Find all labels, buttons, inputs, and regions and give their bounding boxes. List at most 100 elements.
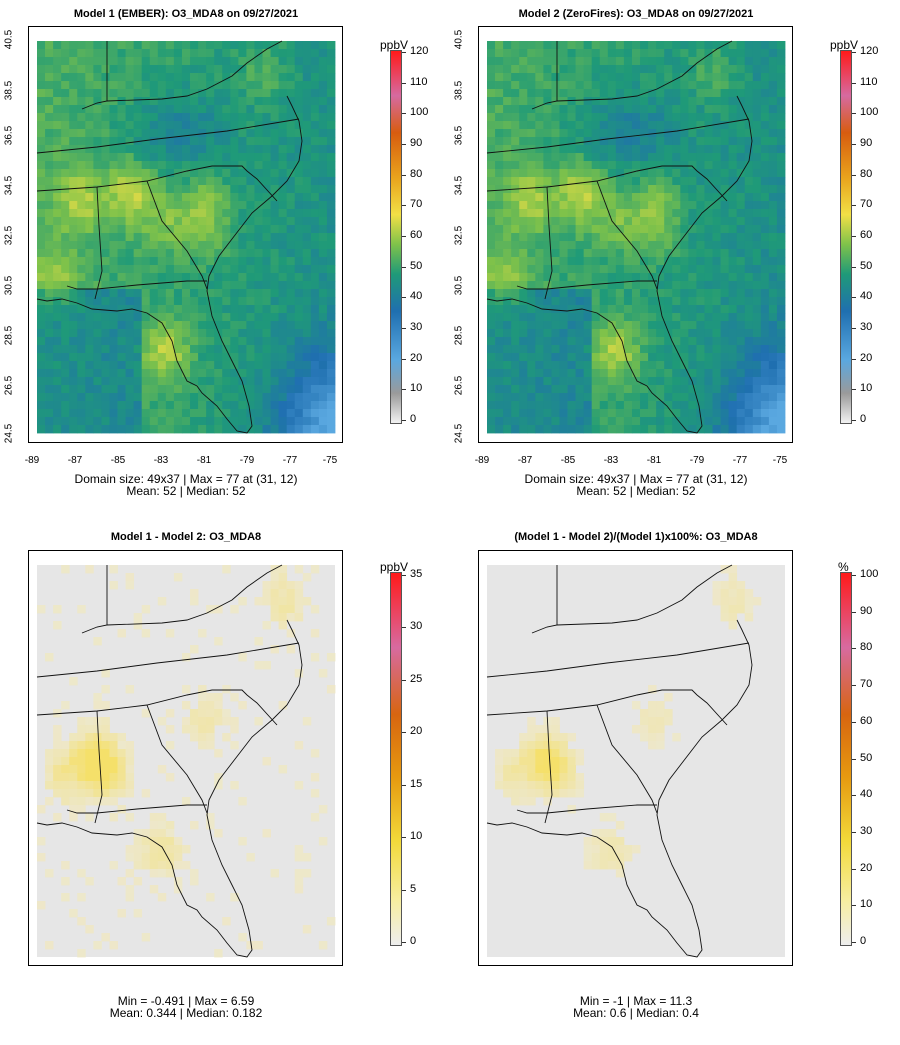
colorbar-tick-label: 100 bbox=[410, 106, 429, 119]
colorbar-tick-label: 60 bbox=[860, 229, 873, 241]
colorbar-tick-label: 110 bbox=[410, 75, 428, 88]
colorbar-tickmark bbox=[852, 389, 856, 391]
panel-title: Model 1 (EMBER): O3_MDA8 on 09/27/2021 bbox=[73, 8, 299, 20]
x-tick: -75 bbox=[772, 455, 788, 466]
colorbar-tickmark bbox=[402, 297, 406, 299]
colorbar-tickmark bbox=[402, 266, 406, 268]
panel-title: (Model 1 - Model 2)/(Model 1)x100%: O3_M… bbox=[514, 531, 758, 543]
colorbar-tick-label: 5 bbox=[410, 882, 417, 895]
y-tick: 24.5 bbox=[3, 423, 15, 444]
colorbar-tick-label: 80 bbox=[860, 641, 873, 654]
colorbar-tick-label: 10 bbox=[860, 382, 873, 395]
colorbar-tickmark bbox=[402, 732, 406, 734]
y-tick: 32.5 bbox=[453, 225, 465, 246]
colorbar-tickmark bbox=[852, 721, 856, 723]
colorbar-tickmark bbox=[402, 679, 406, 681]
colorbar-tick-label: 60 bbox=[410, 229, 423, 241]
colorbar-tickmark bbox=[402, 389, 406, 391]
colorbar-tick-label: 90 bbox=[410, 137, 423, 149]
panel-title: Model 2 (ZeroFires): O3_MDA8 on 09/27/20… bbox=[518, 8, 754, 20]
colorbar-tickmark bbox=[852, 297, 856, 299]
colorbar-tick-label: 30 bbox=[410, 321, 423, 333]
panel-title: Model 1 - Model 2: O3_MDA8 bbox=[110, 531, 262, 543]
colorbar-gradient bbox=[390, 50, 402, 424]
colorbar-tickmark bbox=[852, 236, 856, 237]
x-tick: -79 bbox=[689, 455, 705, 466]
colorbar-tick-label: 20 bbox=[860, 861, 873, 874]
colorbar-unit: ppbV bbox=[380, 560, 409, 574]
colorbar-tick-label: 10 bbox=[410, 830, 423, 843]
colorbar-tickmark bbox=[852, 52, 856, 53]
colorbar-tickmark bbox=[402, 942, 406, 943]
y-tick: 28.5 bbox=[3, 325, 15, 346]
y-tick: 40.5 bbox=[453, 29, 465, 50]
colorbar-tick-label: 20 bbox=[410, 725, 423, 738]
colorbar-tickmark bbox=[852, 942, 856, 943]
colorbar-tickmark bbox=[402, 627, 406, 629]
y-tick: 32.5 bbox=[3, 225, 15, 246]
colorbar-tickmark bbox=[852, 685, 856, 687]
colorbar-tickmark bbox=[402, 205, 406, 207]
colorbar-tick-label: 35 bbox=[410, 568, 423, 580]
colorbar-tickmark bbox=[402, 236, 406, 237]
stat-line-1: Min = -0.491 | Max = 6.59 bbox=[117, 994, 255, 1008]
colorbar-tick-label: 50 bbox=[410, 259, 423, 272]
colorbar-tick-label: 15 bbox=[410, 777, 423, 790]
colorbar-unit: ppbV bbox=[380, 38, 409, 52]
colorbar-tick-label: 100 bbox=[860, 106, 879, 119]
stat-line-2: Mean: 0.6 | Median: 0.4 bbox=[573, 1006, 699, 1020]
colorbar-tick-label: 10 bbox=[860, 898, 873, 911]
colorbar-tickmark bbox=[402, 420, 406, 421]
map-frame bbox=[28, 26, 343, 443]
colorbar-tickmark bbox=[852, 358, 856, 360]
colorbar-gradient bbox=[840, 50, 852, 424]
colorbar-tick-label: 110 bbox=[860, 75, 878, 88]
x-tick: -85 bbox=[560, 455, 576, 466]
colorbar-tickmark bbox=[402, 889, 406, 891]
colorbar-tick-label: 40 bbox=[860, 290, 873, 303]
colorbar-tickmark bbox=[402, 82, 406, 84]
colorbar-tickmark bbox=[402, 837, 406, 839]
colorbar-tick-label: 70 bbox=[860, 198, 873, 211]
colorbar-tickmark bbox=[852, 113, 856, 115]
colorbar-tick-label: 50 bbox=[860, 259, 873, 272]
colorbar-tickmark bbox=[852, 648, 856, 650]
colorbar-tick-label: 100 bbox=[860, 568, 879, 580]
colorbar-tick-label: 30 bbox=[860, 321, 873, 333]
x-tick: -89 bbox=[474, 455, 490, 466]
colorbar-tick-label: 90 bbox=[860, 137, 873, 149]
colorbar-tick-label: 40 bbox=[410, 290, 423, 303]
colorbar-tickmark bbox=[402, 784, 406, 786]
colorbar-gradient bbox=[840, 572, 852, 946]
colorbar-tickmark bbox=[852, 266, 856, 268]
colorbar-tick-label: 25 bbox=[410, 672, 423, 685]
colorbar-tick-label: 0 bbox=[860, 935, 867, 947]
colorbar-unit: ppbV bbox=[830, 38, 859, 52]
y-tick: 34.5 bbox=[453, 175, 465, 196]
colorbar-tickmark bbox=[852, 205, 856, 207]
colorbar-tickmark bbox=[402, 358, 406, 360]
colorbar-tick-label: 80 bbox=[410, 167, 423, 180]
colorbar-tickmark bbox=[852, 82, 856, 84]
stat-line-1: Domain size: 49x37 | Max = 77 at (31, 12… bbox=[74, 472, 298, 486]
colorbar-tickmark bbox=[852, 831, 856, 833]
x-tick: -77 bbox=[732, 455, 748, 466]
colorbar-tickmark bbox=[852, 575, 856, 576]
difference-map bbox=[36, 564, 336, 958]
colorbar-tickmark bbox=[852, 868, 856, 870]
colorbar-tick-label: 20 bbox=[410, 351, 423, 364]
x-tick: -87 bbox=[517, 455, 533, 466]
colorbar-tick-label: 10 bbox=[410, 382, 423, 395]
stat-line-1: Min = -1 | Max = 11.3 bbox=[579, 994, 693, 1008]
y-tick: 38.5 bbox=[3, 80, 15, 101]
colorbar-tick-label: 60 bbox=[860, 714, 873, 727]
colorbar-tick-label: 40 bbox=[860, 788, 873, 801]
colorbar-tick-label: 90 bbox=[860, 604, 873, 617]
x-tick: -83 bbox=[603, 455, 619, 466]
colorbar-tickmark bbox=[852, 611, 856, 613]
x-tick: -87 bbox=[67, 455, 83, 466]
colorbar-tickmark bbox=[852, 795, 856, 797]
y-tick: 38.5 bbox=[453, 80, 465, 101]
colorbar-tick-label: 20 bbox=[860, 351, 873, 364]
stat-line-2: Mean: 52 | Median: 52 bbox=[576, 484, 696, 498]
